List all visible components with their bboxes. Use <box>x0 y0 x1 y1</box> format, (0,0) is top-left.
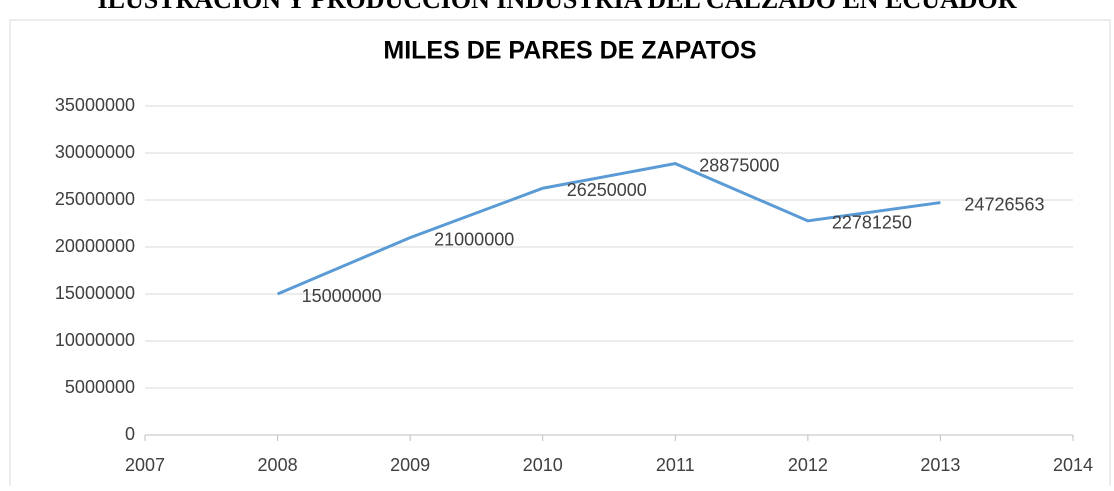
x-tick-label: 2014 <box>1053 455 1093 475</box>
y-tick-label: 15000000 <box>55 283 135 303</box>
y-tick-label: 30000000 <box>55 142 135 162</box>
caption: ILUSTRACIÓN Y PRODUCCIÓN INDUSTRIA DEL C… <box>97 0 1016 14</box>
data-label: 24726563 <box>964 194 1044 214</box>
y-tick-label: 10000000 <box>55 330 135 350</box>
data-label: 28875000 <box>699 155 779 175</box>
y-tick-label: 35000000 <box>55 95 135 115</box>
chart-title: MILES DE PARES DE ZAPATOS <box>383 37 756 65</box>
x-tick-label: 2008 <box>258 455 298 475</box>
chart-border <box>9 19 1111 491</box>
y-tick-label: 25000000 <box>55 189 135 209</box>
line <box>276 162 941 296</box>
x-tick-label: 2012 <box>788 455 828 475</box>
data-label: 26250000 <box>567 180 647 200</box>
x-tick-label: 2009 <box>390 455 430 475</box>
y-tick-label: 0 <box>125 424 135 444</box>
data-label: 15000000 <box>302 286 382 306</box>
x-tick-label: 2010 <box>523 455 563 475</box>
y-tick-label: 5000000 <box>65 377 135 397</box>
x-tick-label: 2013 <box>920 455 960 475</box>
y-tick-label: 20000000 <box>55 236 135 256</box>
x-tick-label: 2007 <box>125 455 165 475</box>
x-tick-label: 2011 <box>656 455 695 475</box>
data-label: 21000000 <box>434 229 514 249</box>
data-label: 22781250 <box>832 213 912 233</box>
